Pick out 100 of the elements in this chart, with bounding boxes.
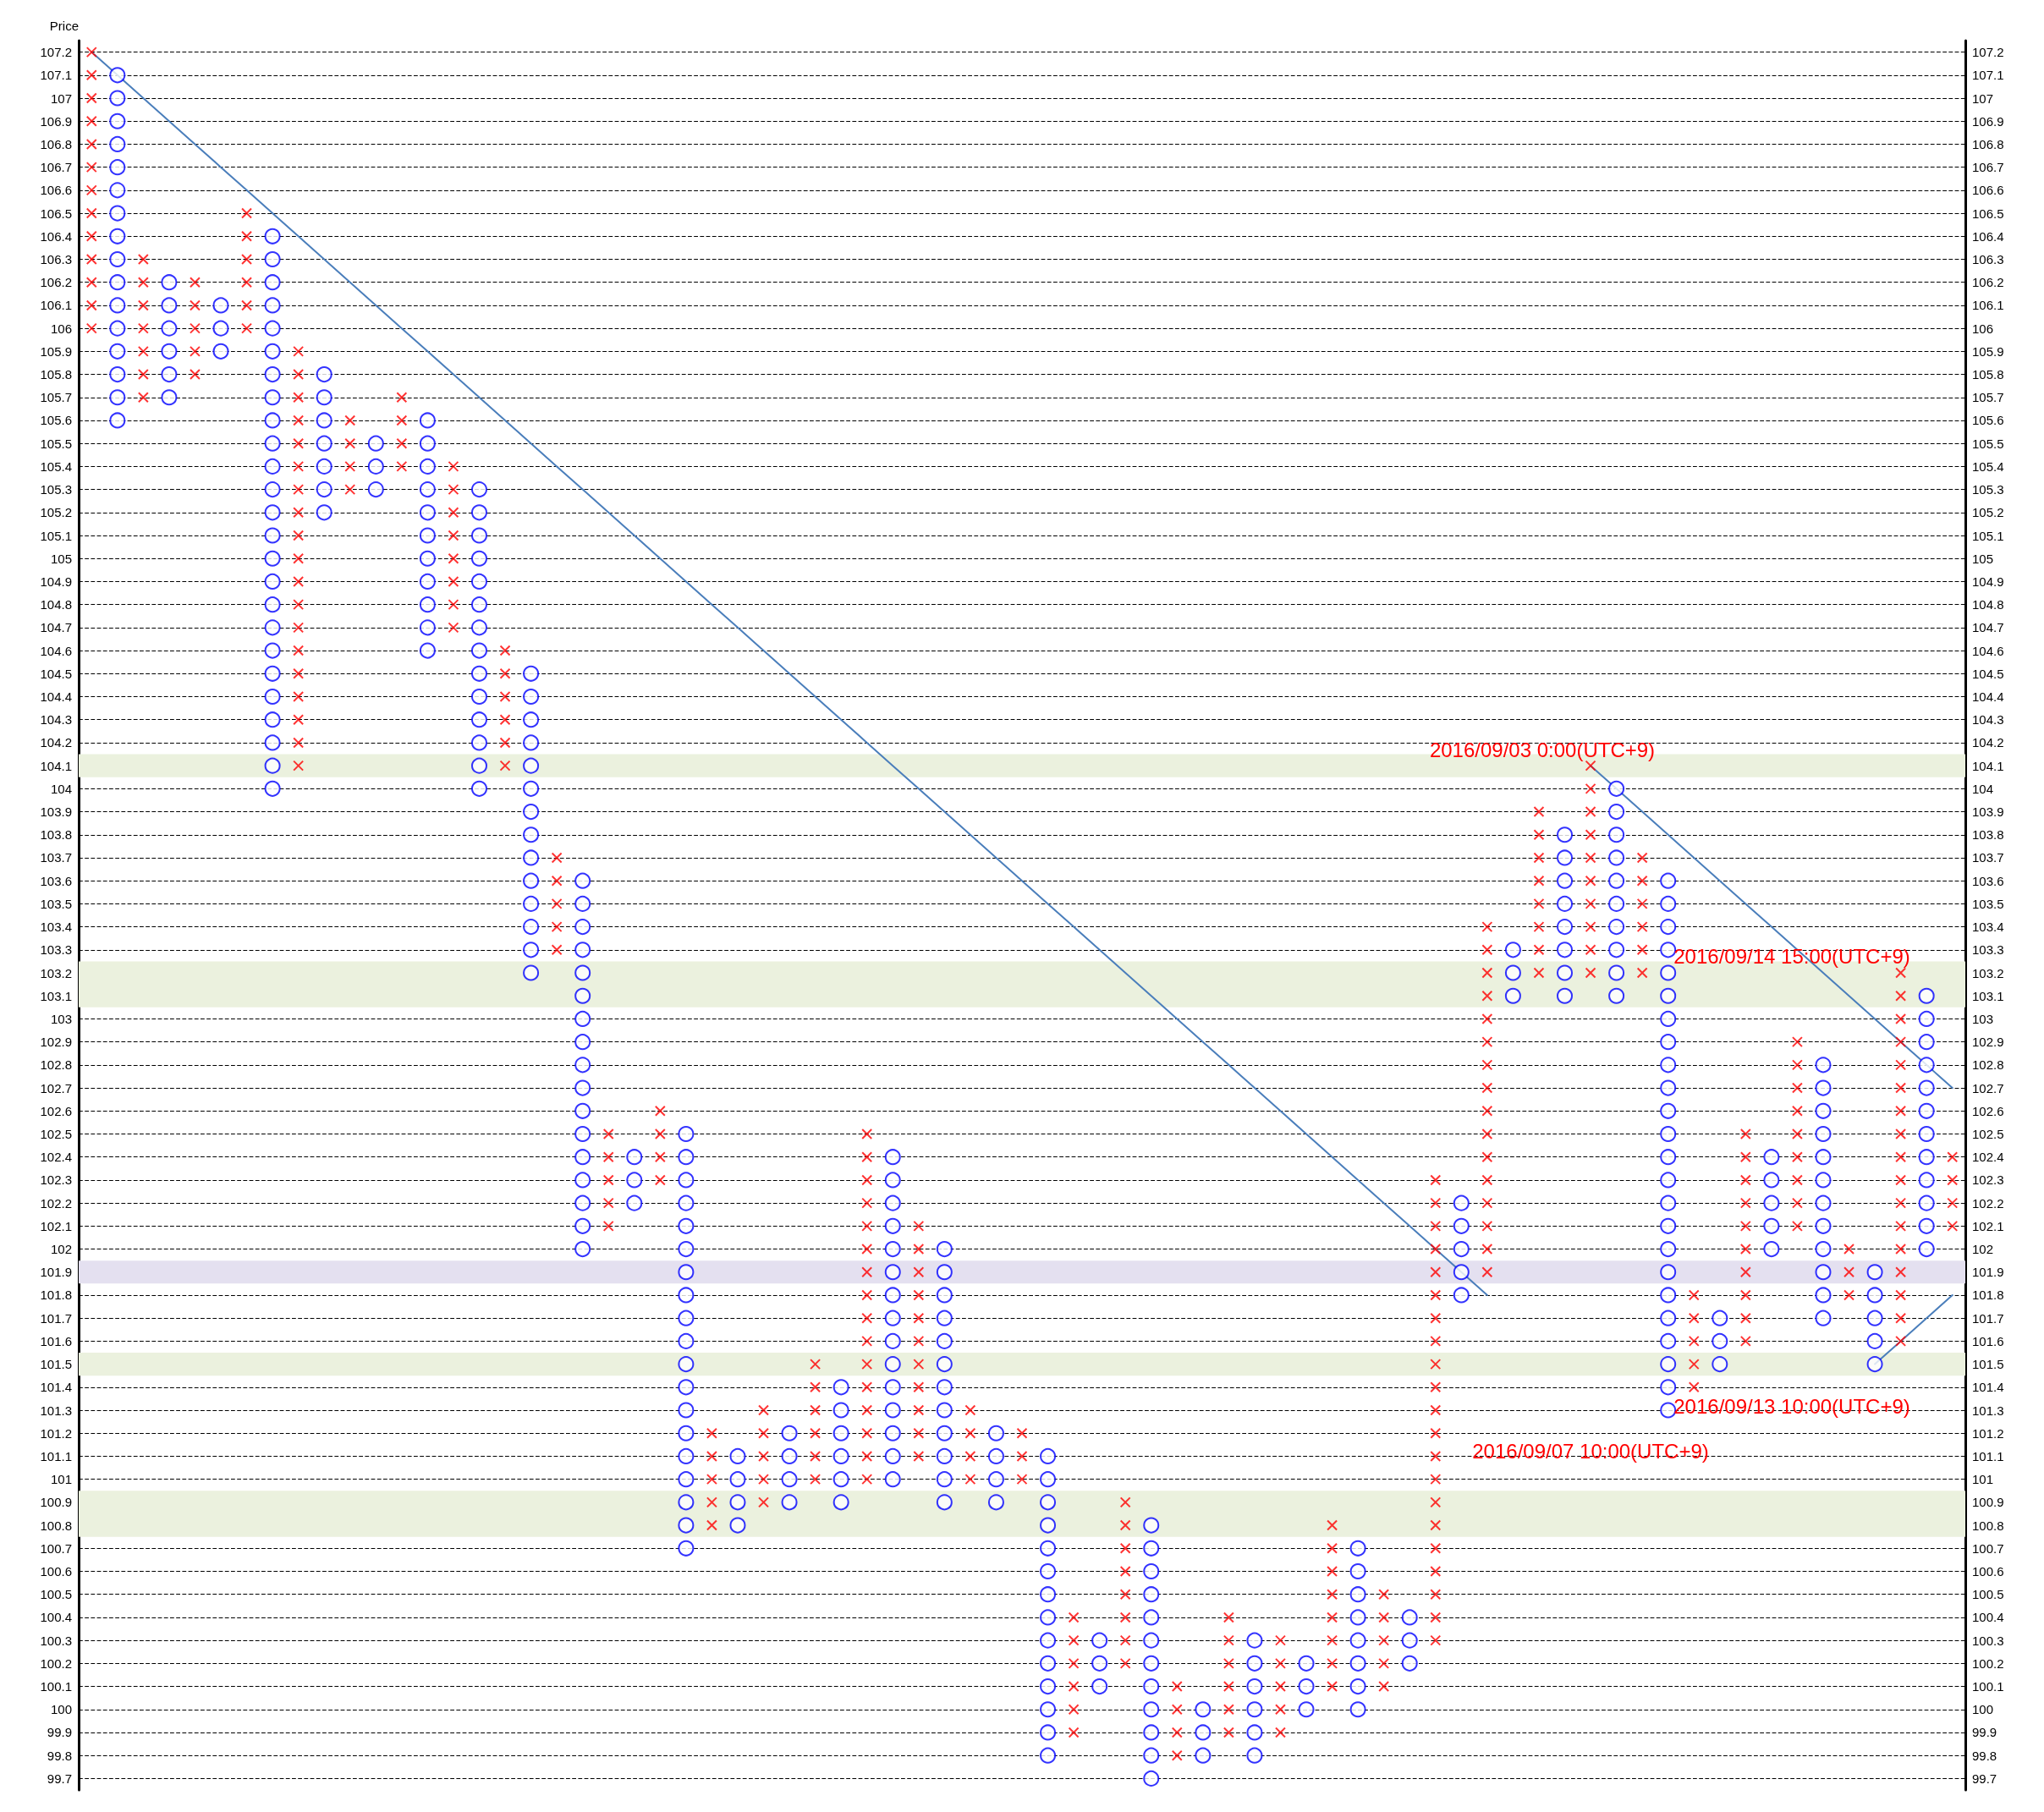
y2-tick-label: 101.4 (1972, 1380, 2004, 1395)
point (1378, 1634, 1390, 1646)
y2-tick-label: 105.5 (1972, 436, 2004, 451)
point (832, 1494, 849, 1511)
point (861, 1335, 873, 1347)
point (1815, 1287, 1832, 1304)
point (913, 1266, 925, 1278)
y-tick-label: 106.3 (40, 252, 72, 266)
point (293, 645, 305, 656)
point (1866, 1356, 1883, 1373)
point (1016, 1450, 1028, 1462)
point (293, 552, 305, 564)
point (1430, 1427, 1442, 1439)
point (913, 1359, 925, 1370)
point (1068, 1681, 1080, 1693)
point (1739, 1289, 1751, 1301)
point (1895, 1335, 1907, 1347)
y-tick-label: 101.4 (40, 1380, 72, 1395)
y2-tick-label: 106.2 (1972, 275, 2004, 290)
y-tick-label: 106.1 (40, 298, 72, 313)
y2-tick-label: 105.4 (1972, 458, 2004, 474)
point (861, 1312, 873, 1324)
point (1557, 987, 1574, 1004)
point (85, 115, 97, 127)
point (602, 1220, 614, 1232)
point (1895, 1289, 1907, 1301)
y-tick-label: 102.1 (40, 1218, 72, 1233)
y-tick-label: 100.5 (40, 1587, 72, 1602)
y2-tick-label: 105.2 (1972, 505, 2004, 520)
point (212, 320, 229, 337)
point (1349, 1609, 1366, 1626)
point (1739, 1128, 1751, 1139)
point (1327, 1519, 1338, 1531)
point (1040, 1494, 1057, 1511)
point (706, 1450, 717, 1462)
point (1016, 1427, 1028, 1439)
point (1688, 1312, 1700, 1324)
y2-tick-label: 103.5 (1972, 896, 2004, 911)
y-tick-label: 102.3 (40, 1172, 72, 1188)
y-tick-label: 101.5 (40, 1357, 72, 1372)
y-tick-label: 102.7 (40, 1080, 72, 1095)
point (678, 1402, 695, 1419)
point (1195, 1747, 1212, 1764)
point (936, 1494, 953, 1511)
point (964, 1404, 976, 1416)
point (1430, 1496, 1442, 1508)
point (810, 1381, 821, 1393)
point (551, 898, 563, 909)
point (1843, 1289, 1855, 1301)
point (1608, 964, 1625, 981)
point (551, 852, 563, 864)
point (1533, 967, 1545, 979)
y2-tick-label: 106.8 (1972, 136, 2004, 151)
y-tick-label: 107.2 (40, 45, 72, 60)
point (551, 944, 563, 956)
y2-tick-label: 103.4 (1972, 920, 2004, 935)
point (1895, 1266, 1907, 1278)
y2-tick-label: 100.4 (1972, 1610, 2004, 1625)
point (1430, 1197, 1442, 1209)
point (1866, 1287, 1883, 1304)
y2-tick-label: 104 (1972, 781, 1994, 796)
y-tick-label: 100.7 (40, 1540, 72, 1556)
y2-tick-label: 103.3 (1972, 942, 2004, 958)
point (189, 299, 201, 311)
point (964, 1427, 976, 1439)
point (1430, 1335, 1442, 1347)
y-tick-label: 100 (50, 1702, 72, 1717)
point (1895, 967, 1907, 979)
point (1895, 1312, 1907, 1324)
point (1119, 1589, 1131, 1601)
point (1481, 967, 1493, 979)
point (1947, 1197, 1959, 1209)
point (1068, 1727, 1080, 1738)
point (987, 1494, 1004, 1511)
y2-tick-label: 105.3 (1972, 482, 2004, 497)
y2-tick-label: 104.7 (1972, 620, 2004, 635)
y-tick-label: 105.8 (40, 367, 72, 382)
point (293, 667, 305, 679)
point (85, 299, 97, 311)
y2-tick-label: 105.7 (1972, 390, 2004, 405)
point (1763, 1172, 1780, 1189)
y-tick-label: 103.8 (40, 827, 72, 843)
y2-tick-label: 106 (1972, 321, 1994, 336)
point (1636, 921, 1648, 933)
point (758, 1496, 770, 1508)
point (964, 1450, 976, 1462)
point (602, 1151, 614, 1163)
y-tick-label: 101.1 (40, 1448, 72, 1463)
y-tick-label: 101.9 (40, 1265, 72, 1280)
point (448, 460, 459, 472)
y-tick-label: 99.9 (47, 1725, 72, 1740)
point (137, 299, 149, 311)
point (499, 760, 511, 771)
point (884, 1356, 901, 1373)
y-tick-label: 102.8 (40, 1057, 72, 1073)
y2-tick-label: 103.2 (1972, 965, 2004, 980)
point (1430, 1312, 1442, 1324)
point (1223, 1681, 1234, 1693)
point (1533, 852, 1545, 864)
point (448, 484, 459, 496)
